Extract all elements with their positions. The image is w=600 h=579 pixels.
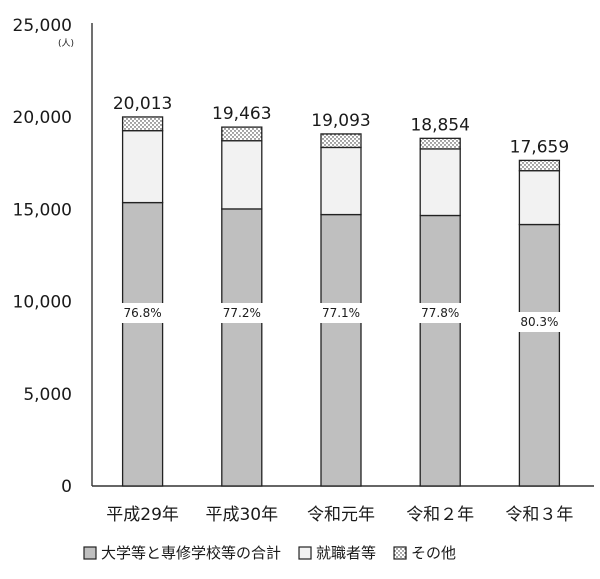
labels: 20,013 76.8% 平成29年 19,463 77.2% 平成30年 19,093 77… bbox=[106, 94, 573, 525]
percent-label: 77.2% bbox=[223, 306, 261, 320]
percent-label: 77.8% bbox=[421, 306, 459, 320]
legend-swatch bbox=[83, 546, 97, 560]
x-tick-label: 令和元年 bbox=[307, 505, 375, 525]
bar-segment-university bbox=[121, 201, 164, 487]
bar-total-label: 20,013 bbox=[113, 94, 172, 114]
legend-swatch bbox=[298, 546, 312, 560]
bar-total-label: 19,463 bbox=[212, 104, 271, 124]
x-tick-label: 平成30年 bbox=[205, 505, 278, 525]
y-tick-label: 5,000 bbox=[23, 385, 72, 405]
bar-segment-other bbox=[419, 137, 461, 150]
bar-segment-employment bbox=[221, 140, 263, 210]
bar-total-label: 18,854 bbox=[410, 115, 469, 135]
x-tick-label: 令和２年 bbox=[406, 505, 474, 525]
y-tick-label: 25,000 bbox=[13, 16, 72, 36]
bar-segment-university bbox=[320, 213, 362, 487]
legend: 大学等と専修学校等の合計 就職者等 その他 bbox=[83, 544, 456, 562]
percent-label-bg bbox=[215, 303, 268, 323]
legend-label: その他 bbox=[411, 544, 456, 562]
percent-label-bg bbox=[315, 303, 367, 323]
percent-label-bg bbox=[513, 312, 566, 332]
bar-segment-employment bbox=[419, 148, 461, 217]
x-tick-label: 令和３年 bbox=[505, 505, 573, 525]
y-unit-label: (人) bbox=[58, 38, 74, 49]
y-tick-label: 20,000 bbox=[13, 108, 72, 128]
percent-label-bg bbox=[414, 303, 467, 323]
bars bbox=[121, 116, 561, 487]
y-tick-label: 15,000 bbox=[13, 200, 72, 220]
bar-segment-university bbox=[419, 214, 461, 487]
bar-segment-employment bbox=[320, 146, 362, 216]
bar-total-label: 19,093 bbox=[311, 111, 370, 131]
bar-segment-employment bbox=[121, 130, 164, 204]
y-tick-label: 0 bbox=[61, 477, 72, 497]
bar-segment-university bbox=[518, 223, 561, 487]
percent-label: 77.1% bbox=[322, 306, 360, 320]
axes: 0 5,000 10,000 15,000 20,000 25,000 (人) bbox=[13, 16, 594, 497]
legend-swatch bbox=[393, 546, 407, 560]
bar-segment-other bbox=[320, 133, 362, 149]
bar-segment-university bbox=[221, 208, 263, 487]
percent-label: 76.8% bbox=[124, 306, 162, 320]
legend-label: 就職者等 bbox=[316, 544, 376, 562]
y-tick-label: 10,000 bbox=[13, 293, 72, 313]
bar-total-label: 17,659 bbox=[510, 137, 569, 157]
x-tick-label: 平成29年 bbox=[106, 505, 179, 525]
bar-segment-other bbox=[518, 159, 561, 172]
legend-label: 大学等と専修学校等の合計 bbox=[101, 544, 281, 562]
percent-label: 80.3% bbox=[520, 315, 558, 329]
percent-label-bg bbox=[116, 303, 169, 323]
bar-segment-other bbox=[121, 116, 164, 132]
bar-segment-employment bbox=[518, 170, 561, 226]
bar-segment-other bbox=[221, 126, 263, 142]
